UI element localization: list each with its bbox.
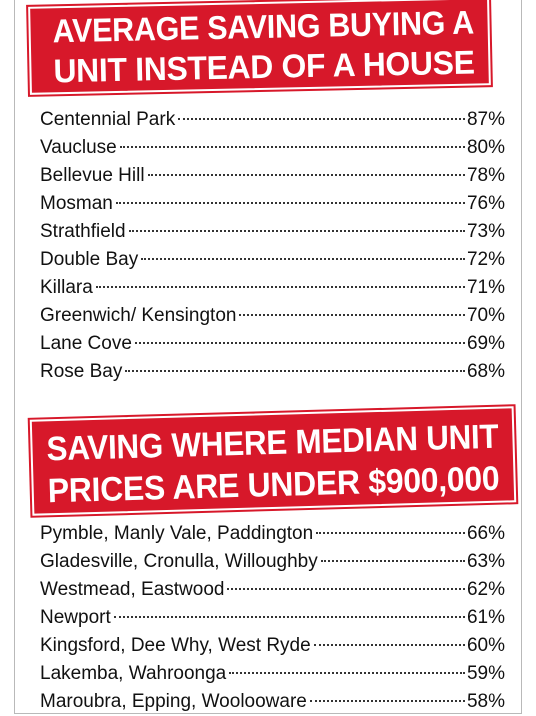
- dot-leader: [113, 616, 465, 618]
- dot-leader: [313, 644, 465, 646]
- list-item: Rose Bay 68%: [40, 358, 505, 386]
- suburb-name: Bellevue Hill: [40, 165, 145, 186]
- suburb-name: Strathfield: [40, 221, 126, 242]
- saving-percent: 66%: [466, 523, 505, 544]
- saving-percent: 60%: [466, 635, 505, 656]
- saving-percent: 72%: [466, 249, 505, 270]
- saving-percent: 59%: [466, 663, 505, 684]
- list-item: Maroubra, Epping, Woolooware 58%: [40, 688, 505, 716]
- dot-leader: [119, 146, 465, 148]
- list-item: Lakemba, Wahroonga 59%: [40, 660, 505, 688]
- suburb-name: Lane Cove: [40, 333, 132, 354]
- dot-leader: [128, 230, 465, 232]
- saving-percent: 87%: [466, 109, 505, 130]
- suburb-name: Double Bay: [40, 249, 139, 270]
- saving-percent: 63%: [466, 551, 505, 572]
- section1-savings-list: Centennial Park 87% Vaucluse 80% Bellevue …: [40, 106, 505, 386]
- list-item: Double Bay 72%: [40, 246, 505, 274]
- list-item: Strathfield 73%: [40, 218, 505, 246]
- list-item: Lane Cove 69%: [40, 330, 505, 358]
- suburb-names: Lakemba, Wahroonga: [40, 663, 227, 684]
- saving-percent: 80%: [466, 137, 505, 158]
- list-item: Bellevue Hill 78%: [40, 162, 505, 190]
- dot-leader: [147, 174, 465, 176]
- saving-percent: 76%: [466, 193, 505, 214]
- dot-leader: [95, 286, 465, 288]
- saving-percent: 71%: [466, 277, 505, 298]
- list-item: Westmead, Eastwood 62%: [40, 576, 505, 604]
- list-item: Mosman 76%: [40, 190, 505, 218]
- section2-heading-banner: SAVING WHERE MEDIAN UNIT PRICES ARE UNDE…: [29, 406, 517, 516]
- dot-leader: [178, 118, 465, 120]
- dot-leader: [239, 314, 465, 316]
- list-item: Centennial Park 87%: [40, 106, 505, 134]
- dot-leader: [227, 588, 465, 590]
- suburb-names: Gladesville, Cronulla, Willoughby: [40, 551, 318, 572]
- suburb-name: Vaucluse: [40, 137, 117, 158]
- list-item: Gladesville, Cronulla, Willoughby 63%: [40, 548, 505, 576]
- dot-leader: [316, 532, 465, 534]
- suburb-name: Greenwich/ Kensington: [40, 305, 237, 326]
- suburb-name: Mosman: [40, 193, 113, 214]
- graphic-frame: [14, 0, 522, 714]
- suburb-name: Centennial Park: [40, 109, 176, 130]
- saving-percent: 73%: [466, 221, 505, 242]
- saving-percent: 70%: [466, 305, 505, 326]
- dot-leader: [229, 672, 465, 674]
- list-item: Greenwich/ Kensington 70%: [40, 302, 505, 330]
- dot-leader: [141, 258, 465, 260]
- section1-heading-line2: UNIT INSTEAD OF A HOUSE: [53, 43, 475, 90]
- dot-leader: [309, 700, 465, 702]
- dot-leader: [115, 202, 465, 204]
- section1-heading-banner: AVERAGE SAVING BUYING A UNIT INSTEAD OF …: [28, 0, 491, 95]
- suburb-names: Pymble, Manly Vale, Paddington: [40, 523, 314, 544]
- saving-percent: 62%: [466, 579, 505, 600]
- dot-leader: [125, 370, 465, 372]
- saving-percent: 69%: [466, 333, 505, 354]
- dot-leader: [134, 342, 465, 344]
- section2-savings-list: Pymble, Manly Vale, Paddington 66% Glades…: [40, 520, 505, 716]
- list-item: Kingsford, Dee Why, West Ryde 60%: [40, 632, 505, 660]
- suburb-name: Rose Bay: [40, 361, 123, 382]
- list-item: Newport 61%: [40, 604, 505, 632]
- list-item: Vaucluse 80%: [40, 134, 505, 162]
- suburb-names: Kingsford, Dee Why, West Ryde: [40, 635, 311, 656]
- list-item: Pymble, Manly Vale, Paddington 66%: [40, 520, 505, 548]
- saving-percent: 58%: [466, 691, 505, 712]
- list-item: Killara 71%: [40, 274, 505, 302]
- suburb-names: Newport: [40, 607, 111, 628]
- suburb-names: Westmead, Eastwood: [40, 579, 225, 600]
- saving-percent: 68%: [466, 361, 505, 382]
- suburb-names: Maroubra, Epping, Woolooware: [40, 691, 307, 712]
- dot-leader: [320, 560, 465, 562]
- saving-percent: 78%: [466, 165, 505, 186]
- saving-percent: 61%: [466, 607, 505, 628]
- suburb-name: Killara: [40, 277, 93, 298]
